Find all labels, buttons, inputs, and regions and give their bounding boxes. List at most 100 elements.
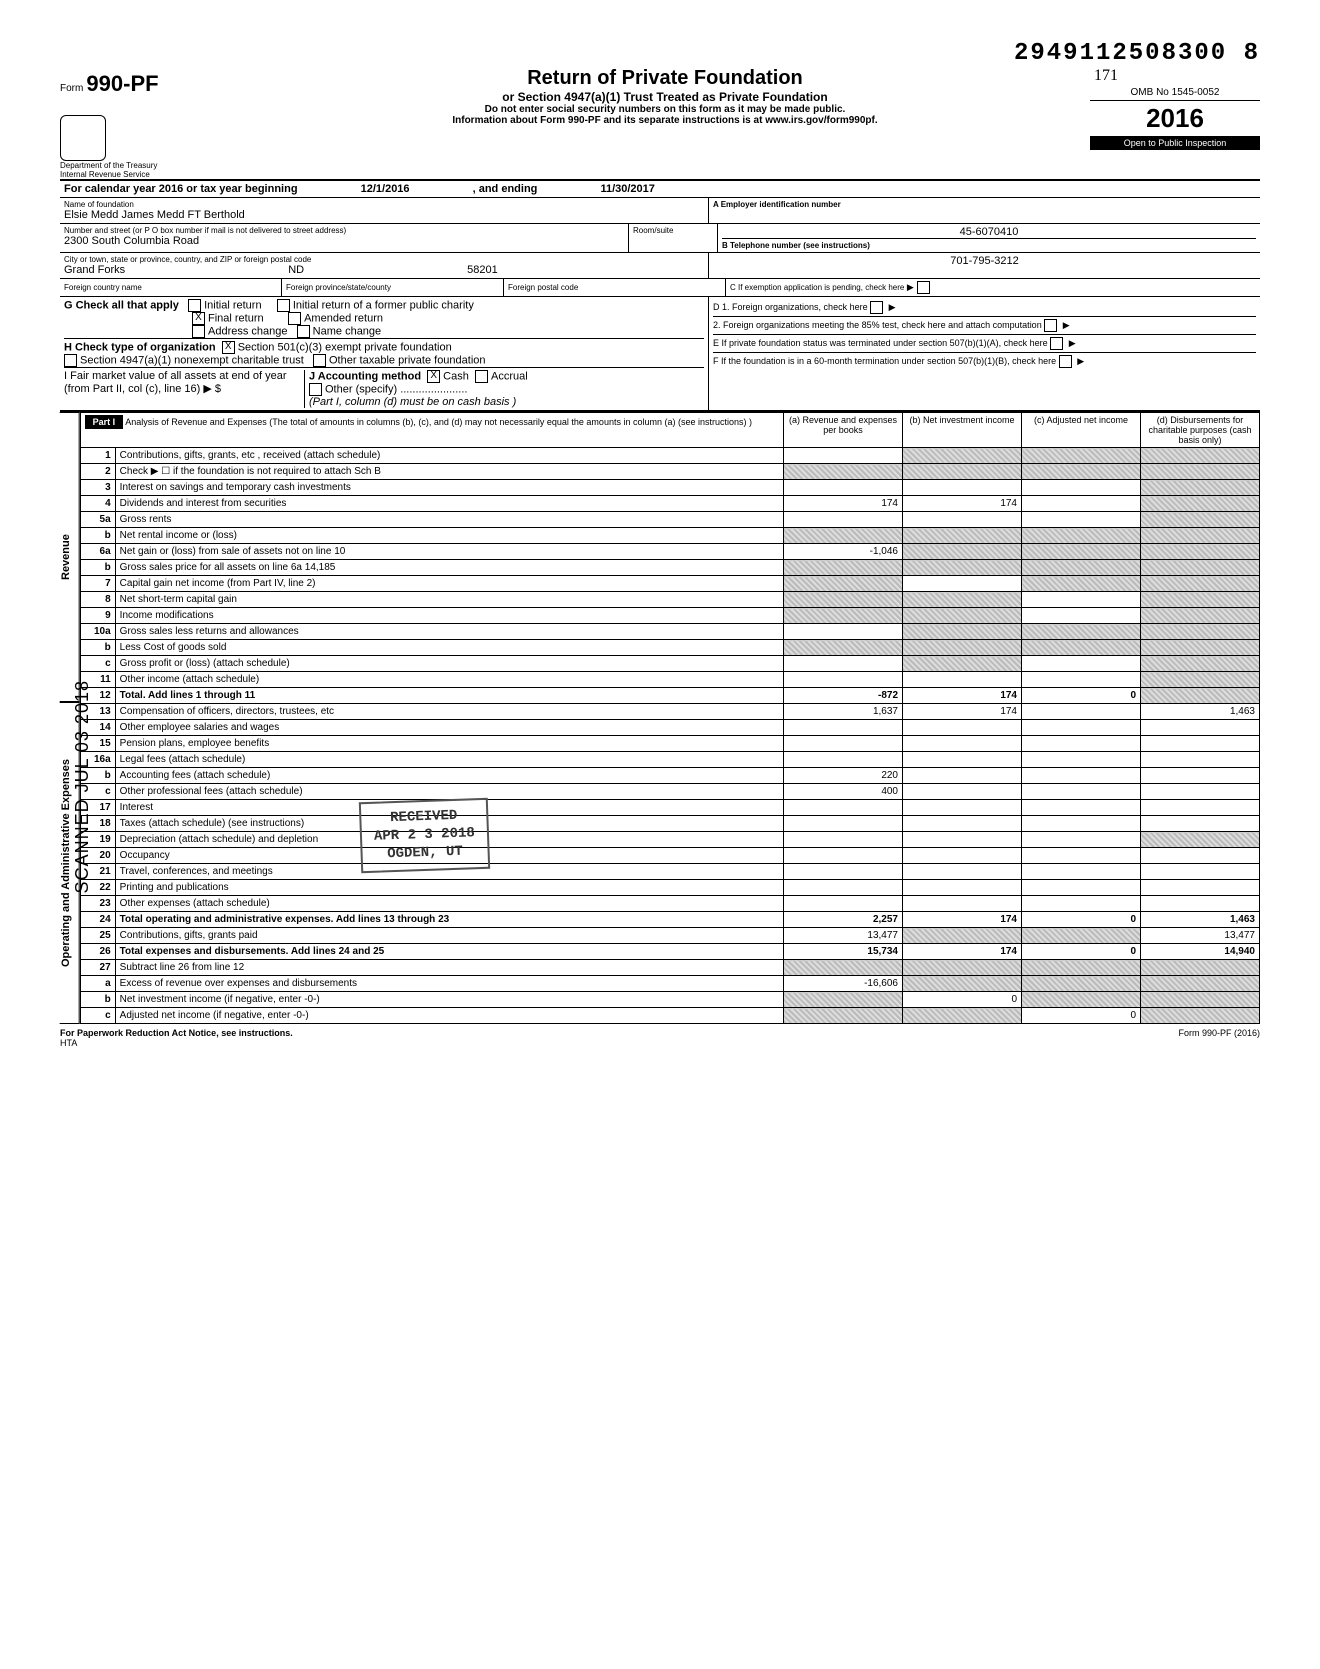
table-row: 23Other expenses (attach schedule) (80, 896, 1259, 912)
amount-cell (1022, 832, 1141, 848)
amount-cell (784, 832, 903, 848)
table-row: 17Interest (80, 800, 1259, 816)
amount-cell (784, 592, 903, 608)
cash-label: Cash (443, 370, 469, 382)
amount-cell (1022, 928, 1141, 944)
section-c-checkbox[interactable] (917, 281, 930, 294)
amount-cell (1141, 736, 1260, 752)
amount-cell (903, 592, 1022, 608)
d2-checkbox[interactable] (1044, 319, 1057, 332)
section-e: E If private foundation status was termi… (713, 338, 1048, 348)
table-row: 21Travel, conferences, and meetings (80, 864, 1259, 880)
ein-label: A Employer identification number (713, 200, 1256, 209)
amount-cell (903, 448, 1022, 464)
dept-line-1: Department of the Treasury (60, 161, 240, 170)
form-subtitle: or Section 4947(a)(1) Trust Treated as P… (248, 90, 1082, 104)
initial-return-checkbox[interactable] (188, 299, 201, 312)
part1-title: Analysis of Revenue and Expenses (The to… (125, 417, 752, 427)
other-taxable-label: Other taxable private foundation (329, 354, 486, 366)
line-description: Net short-term capital gain (115, 592, 783, 608)
amount-cell (903, 976, 1022, 992)
amount-cell (1141, 1008, 1260, 1024)
amount-cell (1022, 608, 1141, 624)
cal-mid: , and ending (473, 183, 538, 195)
final-return-label: Final return (208, 312, 264, 324)
line-number: 2 (80, 464, 115, 480)
d1-checkbox[interactable] (870, 301, 883, 314)
handwritten-171: 171 (1090, 67, 1260, 85)
table-row: bNet rental income or (loss) (80, 528, 1259, 544)
line-number: 4 (80, 496, 115, 512)
cal-label: For calendar year 2016 or tax year begin… (64, 183, 298, 195)
line-description: Check ▶ ☐ if the foundation is not requi… (115, 464, 783, 480)
form-note-ssn: Do not enter social security numbers on … (248, 104, 1082, 115)
final-return-checkbox[interactable]: X (192, 312, 205, 325)
amount-cell (903, 560, 1022, 576)
line-description: Net investment income (if negative, ente… (115, 992, 783, 1008)
amount-cell (1022, 800, 1141, 816)
form-footer-id: Form 990-PF (2016) (1178, 1028, 1260, 1048)
amount-cell: 0 (1022, 912, 1141, 928)
amount-cell (1141, 496, 1260, 512)
form-prefix: Form (60, 83, 83, 94)
amount-cell (784, 1008, 903, 1024)
f-checkbox[interactable] (1059, 355, 1072, 368)
amount-cell (1141, 624, 1260, 640)
amount-cell (903, 864, 1022, 880)
line-number: 3 (80, 480, 115, 496)
501c3-checkbox[interactable]: X (222, 341, 235, 354)
table-row: 27Subtract line 26 from line 12 (80, 960, 1259, 976)
table-row: cGross profit or (loss) (attach schedule… (80, 656, 1259, 672)
amount-cell (903, 656, 1022, 672)
line-number: 1 (80, 448, 115, 464)
table-row: 26Total expenses and disbursements. Add … (80, 944, 1259, 960)
city: Grand Forks (64, 264, 125, 276)
amount-cell (903, 480, 1022, 496)
amount-cell (1022, 560, 1141, 576)
calendar-year-row: For calendar year 2016 or tax year begin… (60, 181, 1260, 198)
table-row: 14Other employee salaries and wages (80, 720, 1259, 736)
name-change-checkbox[interactable] (297, 325, 310, 338)
form-title: Return of Private Foundation (248, 67, 1082, 90)
4947-checkbox[interactable] (64, 354, 77, 367)
e-checkbox[interactable] (1050, 337, 1063, 350)
amount-cell (1141, 464, 1260, 480)
other-taxable-checkbox[interactable] (313, 354, 326, 367)
amount-cell (1022, 896, 1141, 912)
amount-cell (1022, 816, 1141, 832)
initial-former-checkbox[interactable] (277, 299, 290, 312)
col-d-header: (d) Disbursements for charitable purpose… (1141, 413, 1260, 448)
table-row: 3Interest on savings and temporary cash … (80, 480, 1259, 496)
line-description: Income modifications (115, 608, 783, 624)
other-method-checkbox[interactable] (309, 383, 322, 396)
table-row: bGross sales price for all assets on lin… (80, 560, 1259, 576)
amount-cell (903, 784, 1022, 800)
addr-change-checkbox[interactable] (192, 325, 205, 338)
treasury-seal-icon (60, 115, 106, 161)
amount-cell (1022, 624, 1141, 640)
amount-cell (1022, 992, 1141, 1008)
amount-cell (1141, 560, 1260, 576)
received-location: OGDEN, UT (374, 843, 475, 865)
table-row: 4Dividends and interest from securities1… (80, 496, 1259, 512)
amount-cell (784, 816, 903, 832)
dept-line-2: Internal Revenue Service (60, 170, 240, 179)
col-a-header: (a) Revenue and expenses per books (784, 413, 903, 448)
amount-cell (903, 640, 1022, 656)
accrual-checkbox[interactable] (475, 370, 488, 383)
amount-cell (1022, 528, 1141, 544)
amount-cell (1141, 832, 1260, 848)
amount-cell (784, 512, 903, 528)
amount-cell (1022, 960, 1141, 976)
amount-cell (903, 720, 1022, 736)
amount-cell (1141, 960, 1260, 976)
4947-label: Section 4947(a)(1) nonexempt charitable … (80, 354, 304, 366)
line-number: c (80, 656, 115, 672)
other-method-label: Other (specify) (325, 383, 397, 395)
table-row: bAccounting fees (attach schedule)220 (80, 768, 1259, 784)
line-description: Adjusted net income (if negative, enter … (115, 1008, 783, 1024)
table-row: 1Contributions, gifts, grants, etc , rec… (80, 448, 1259, 464)
table-row: 5aGross rents (80, 512, 1259, 528)
amended-return-checkbox[interactable] (288, 312, 301, 325)
cash-checkbox[interactable]: X (427, 370, 440, 383)
